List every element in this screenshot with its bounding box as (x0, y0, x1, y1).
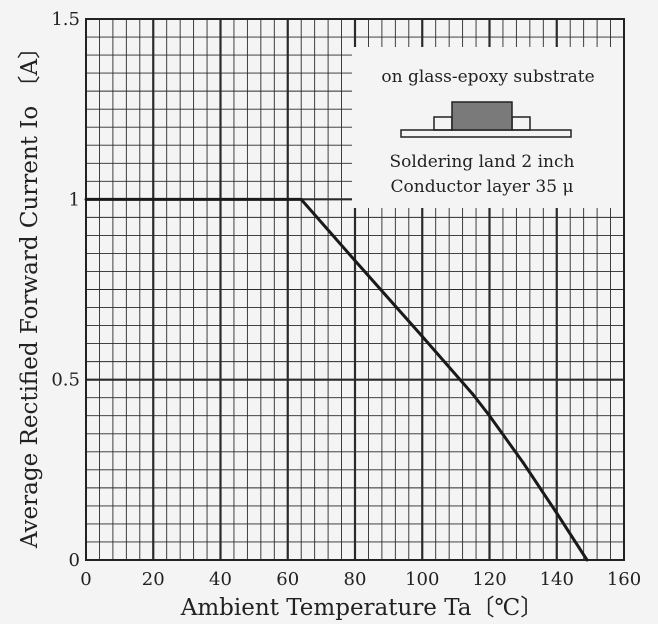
y-tick-label: 0 (69, 550, 80, 571)
x-axis-title: Ambient Temperature Ta〔℃〕 (180, 595, 543, 621)
inset-conductor-label: Conductor layer 35 μ (391, 177, 574, 197)
x-tick-label: 0 (80, 569, 91, 590)
package-body (451, 101, 513, 131)
x-tick-label: 80 (344, 569, 367, 590)
plot-frame (85, 18, 625, 561)
data-point (585, 558, 589, 562)
series-layer (84, 197, 589, 562)
x-tick-label: 20 (142, 569, 165, 590)
data-point (299, 197, 303, 201)
x-tick-label: 140 (540, 569, 574, 590)
x-tick-label: 120 (472, 569, 506, 590)
x-tick-label: 160 (607, 569, 641, 590)
data-point (84, 197, 88, 201)
data-point (555, 511, 559, 515)
inset-substrate-label: on glass-epoxy substrate (381, 67, 594, 87)
y-tick-label: 1.5 (51, 9, 80, 30)
x-tick-label: 60 (276, 569, 299, 590)
data-point (353, 259, 357, 263)
inset-legend-box: on glass-epoxy substrate Soldering land … (352, 47, 624, 208)
package-diagram-icon (400, 101, 572, 138)
x-tick-label: 100 (405, 569, 439, 590)
y-tick-labels: 0 0.5 1 1.5 (51, 9, 80, 571)
y-tick-label: 1 (69, 189, 80, 210)
data-point (420, 334, 424, 338)
inset-soldering-label: Soldering land 2 inch (390, 152, 575, 172)
minor-grid (86, 19, 624, 560)
x-tick-labels: 0 20 40 60 80 100 120 140 160 (80, 569, 641, 590)
y-axis-title: Average Rectified Forward Current Io 〔A〕 (17, 36, 43, 549)
data-point (488, 414, 491, 418)
x-tick-label: 40 (209, 569, 232, 590)
data-point (521, 461, 525, 465)
data-point (471, 392, 475, 396)
y-tick-label: 0.5 (51, 370, 80, 391)
